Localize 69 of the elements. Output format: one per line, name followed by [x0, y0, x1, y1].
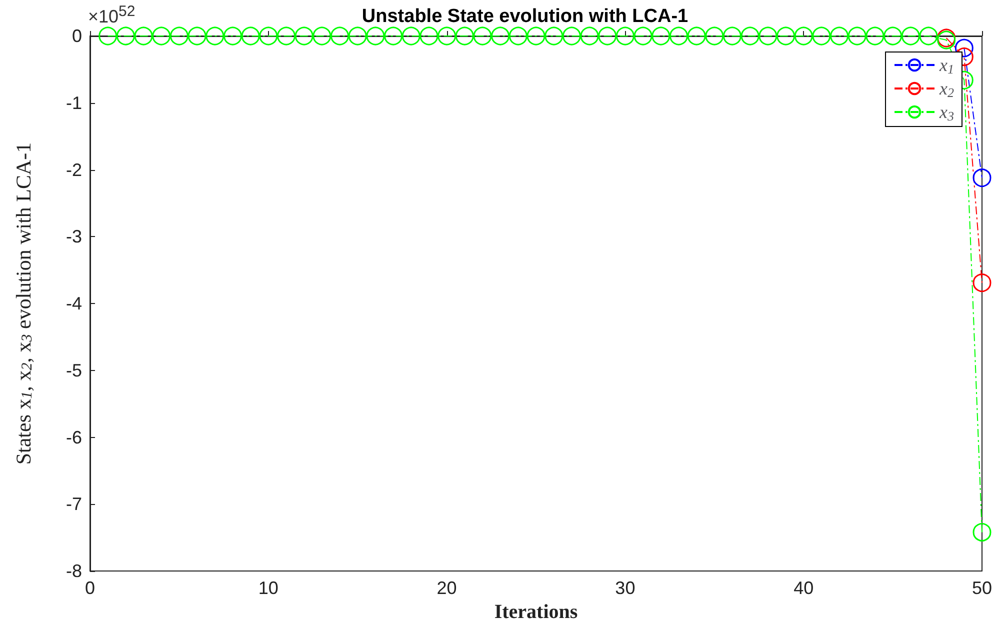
x-tick-label: 20	[436, 578, 457, 598]
point	[277, 26, 296, 46]
y-tick-label: -5	[66, 360, 82, 380]
y-tick-label: 0	[72, 26, 82, 46]
x-tick-label: 30	[615, 578, 636, 598]
point	[866, 26, 884, 46]
point	[687, 26, 706, 46]
y-tick-label: -2	[66, 160, 82, 180]
point	[170, 26, 188, 46]
point	[634, 26, 652, 46]
point	[259, 26, 278, 46]
y-axis-title: States x1, x2, x3 evolution with LCA-1	[12, 142, 36, 465]
point	[312, 26, 332, 46]
point	[420, 26, 438, 46]
point	[740, 26, 760, 46]
point	[972, 168, 992, 188]
y-tick-label: -3	[66, 226, 82, 247]
point	[580, 26, 599, 46]
point	[116, 26, 135, 46]
point	[794, 26, 813, 46]
point	[402, 26, 420, 46]
point	[848, 26, 866, 46]
point	[188, 26, 206, 46]
point	[98, 26, 118, 46]
y-tick-label: -1	[66, 92, 82, 113]
point	[366, 26, 385, 46]
point	[616, 26, 634, 46]
point	[508, 26, 528, 46]
point	[562, 26, 581, 46]
point	[241, 26, 260, 46]
y-tick-label: -6	[66, 427, 82, 448]
point	[598, 26, 617, 46]
point	[919, 26, 938, 46]
y-tick-label: -4	[66, 294, 82, 314]
point	[526, 26, 546, 46]
point	[901, 26, 920, 46]
point	[705, 26, 724, 46]
y-tick-label: -8	[66, 561, 82, 581]
point	[544, 26, 564, 46]
point	[223, 26, 242, 46]
point	[491, 26, 510, 46]
point	[473, 26, 492, 46]
point	[972, 274, 992, 292]
point	[884, 26, 902, 46]
point	[972, 522, 992, 542]
chart-title: Unstable State evolution with LCA-1	[362, 6, 689, 27]
point	[294, 26, 314, 46]
point	[776, 26, 796, 46]
x-tick-label: 40	[794, 578, 814, 598]
point	[348, 26, 367, 46]
y-tick-label: -7	[66, 494, 82, 514]
point	[206, 26, 224, 46]
point	[812, 26, 831, 46]
point	[652, 26, 670, 46]
point	[669, 26, 688, 46]
point	[384, 26, 403, 46]
point	[830, 26, 849, 46]
point	[330, 26, 350, 46]
point	[954, 38, 974, 58]
x-axis-title: Iterations	[494, 600, 578, 623]
point	[438, 26, 456, 46]
point	[758, 26, 778, 46]
x-tick-label: 0	[84, 578, 96, 598]
point	[152, 26, 171, 46]
x-tick-label: 50	[972, 578, 992, 598]
point	[455, 26, 474, 46]
point	[134, 26, 153, 46]
x-tick-label: 10	[258, 578, 278, 598]
point	[723, 26, 742, 46]
